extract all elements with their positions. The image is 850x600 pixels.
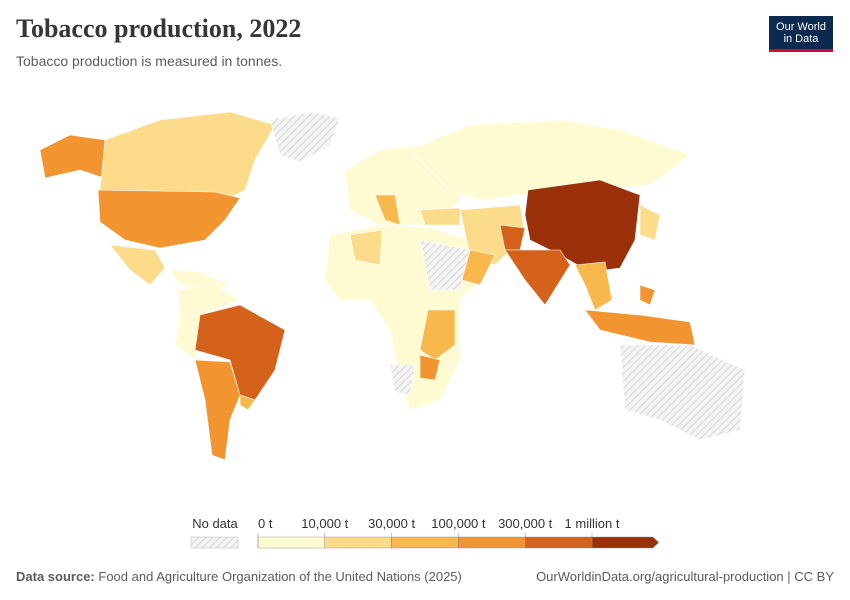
title: Tobacco production, 2022 [16,14,302,43]
legend-tick-label: 0 t [258,516,273,531]
no-data-swatch [190,536,239,549]
no-data-label: No data [192,516,238,531]
source-label: Data source: [16,569,95,584]
legend-swatch [525,536,593,549]
source-text: Food and Agriculture Organization of the… [98,569,462,584]
legend-tick-label: 1 million t [565,516,620,531]
source: Data source: Food and Agriculture Organi… [16,569,462,584]
legend-swatch [391,536,459,549]
legend-tick-label: 300,000 t [498,516,553,531]
countries [39,111,746,461]
logo[interactable]: Our World in Data [769,16,833,52]
legend-swatch [324,536,392,549]
logo-line: Our World [776,21,826,33]
legend-swatch [591,536,660,549]
legend: No data 0 t 10,000 t 30,000 t 100,000 t 300,… [190,516,660,549]
legend-swatch [458,536,526,549]
legend-tick-label: 100,000 t [431,516,486,531]
logo-line: in Data [783,33,819,45]
legend-swatch [257,536,326,549]
legend-tick-label: 10,000 t [301,516,348,531]
subtitle: Tobacco production is measured in tonnes… [16,53,283,69]
url[interactable]: OurWorldinData.org/agricultural-producti… [536,569,834,584]
map: No data 0 t 10,000 t 30,000 t 100,000 t 300,… [39,111,746,549]
legend-tick-label: 30,000 t [368,516,415,531]
